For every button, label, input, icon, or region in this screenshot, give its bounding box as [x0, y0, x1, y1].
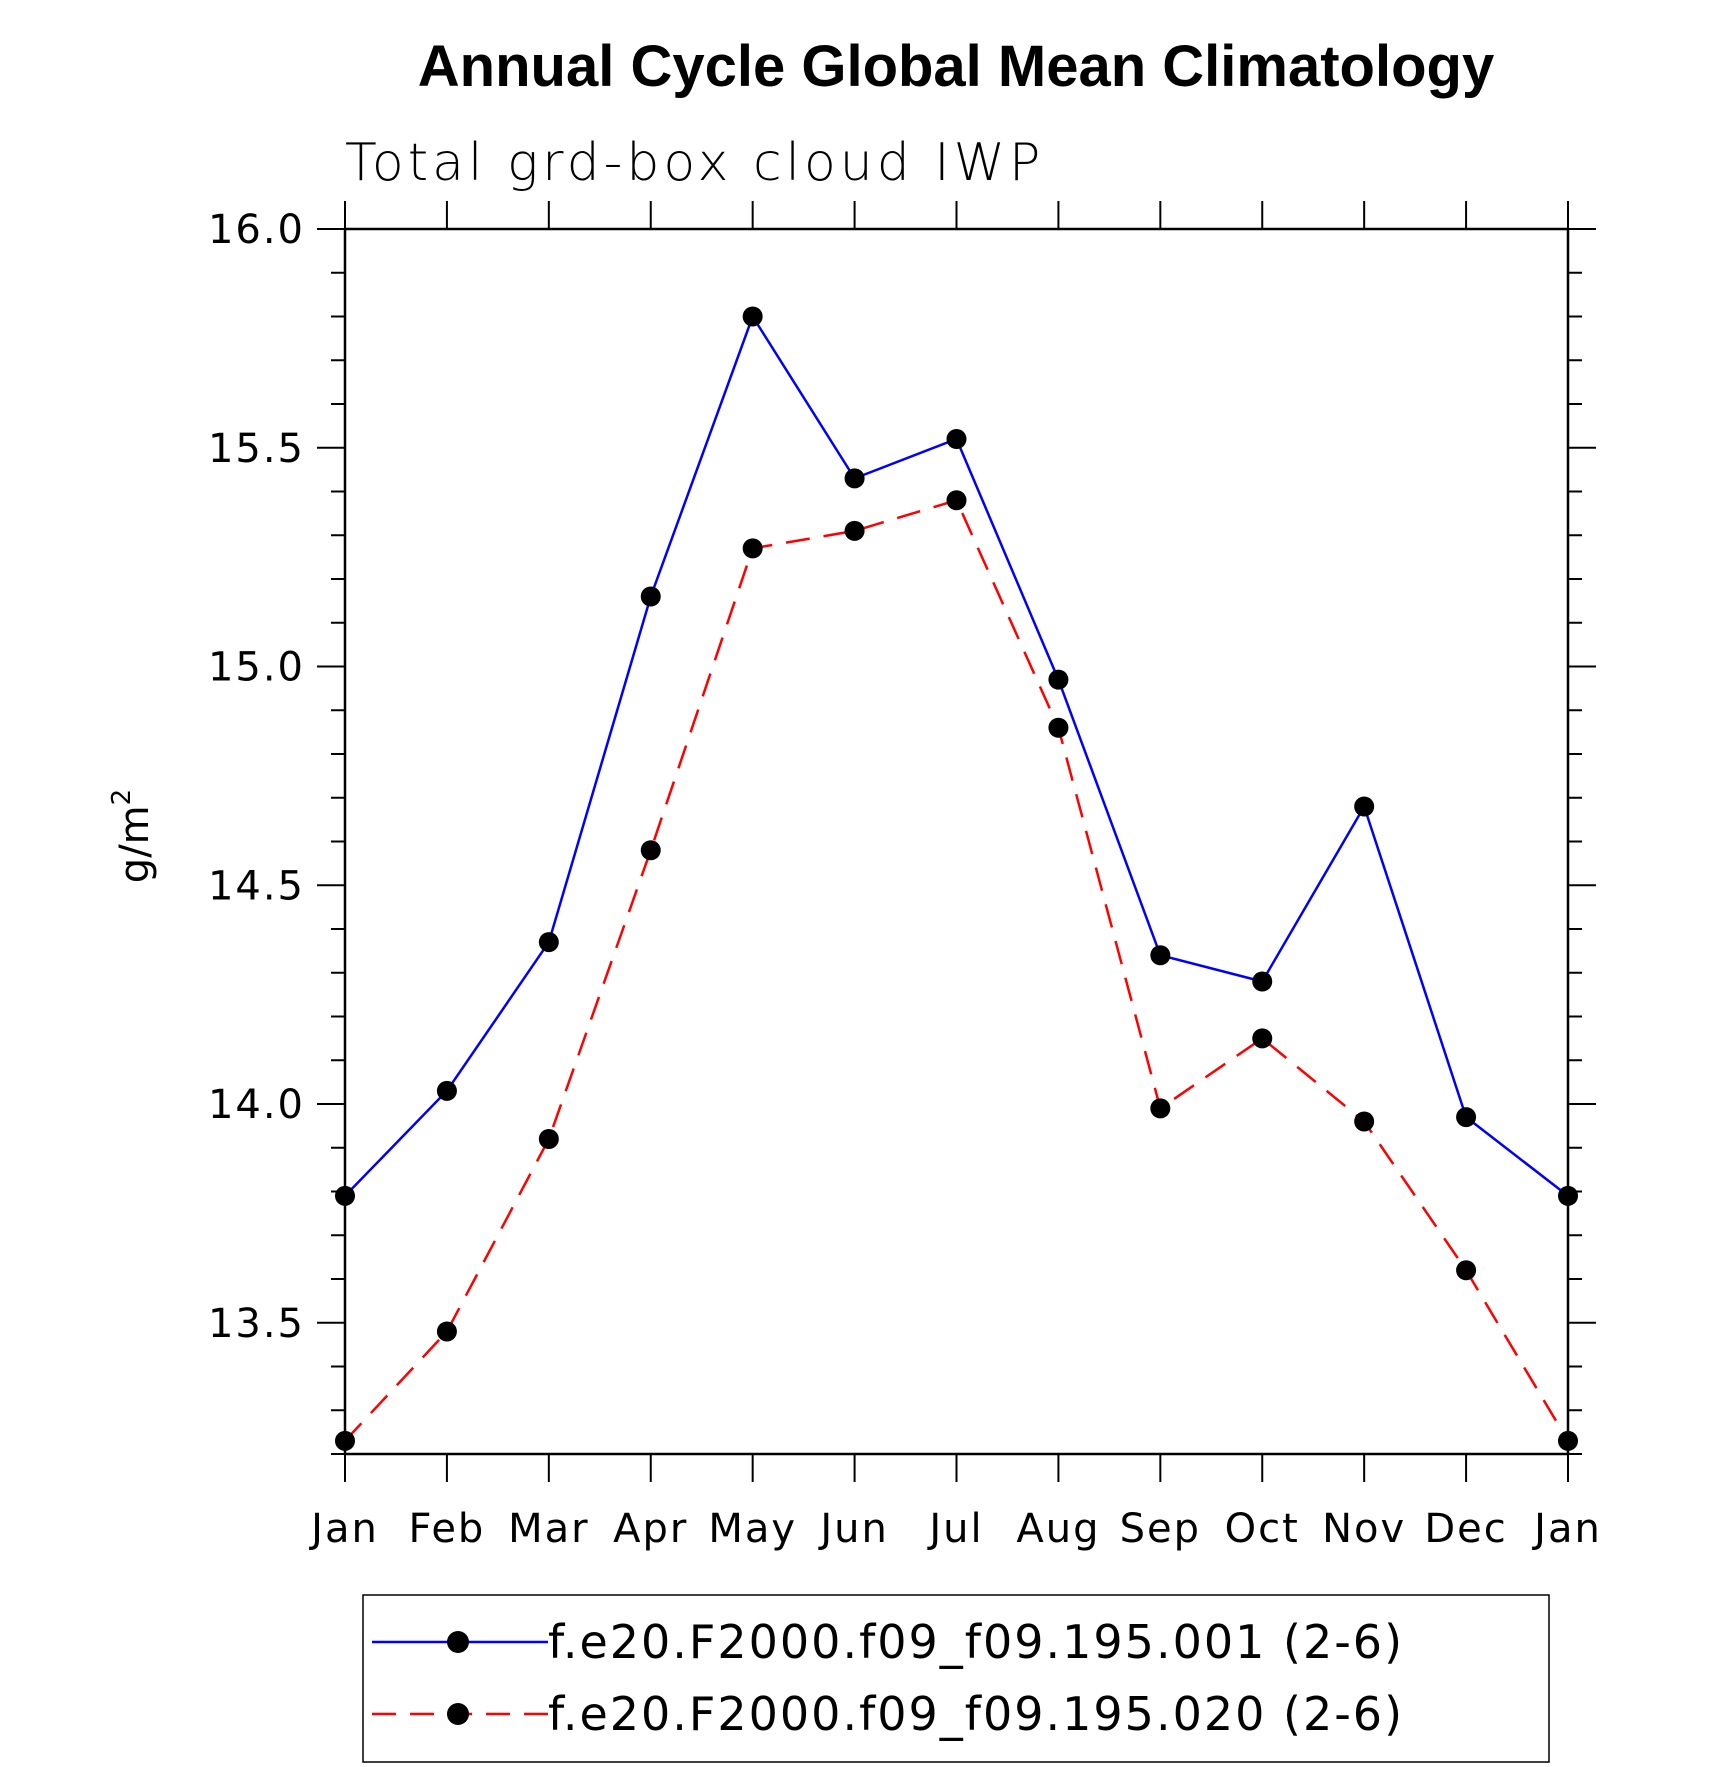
- series-1-point: [538, 932, 559, 953]
- chart-title: Annual Cycle Global Mean Climatology: [418, 34, 1494, 99]
- svg-text:g/m2: g/m2: [107, 789, 158, 883]
- series-2-point: [1354, 1111, 1375, 1132]
- series-1-point: [946, 429, 967, 449]
- x-tick-label: May: [708, 1506, 797, 1552]
- series-layer: [335, 306, 1578, 1451]
- x-tick-label: Nov: [1322, 1506, 1406, 1552]
- series-2-point: [1048, 717, 1069, 738]
- series-1-point: [742, 306, 763, 327]
- series-2-point: [436, 1321, 457, 1342]
- series-2-point: [946, 490, 967, 511]
- series-1-point: [1354, 796, 1375, 817]
- series-2-point: [1558, 1430, 1578, 1451]
- series-1-point: [1558, 1185, 1578, 1206]
- x-tick-label: Dec: [1424, 1506, 1507, 1552]
- x-tick-label: Jul: [926, 1506, 983, 1552]
- chart-subtitle: Total grd-box cloud IWP: [345, 133, 1044, 193]
- y-axis-label-superscript: 2: [107, 789, 137, 806]
- x-tick-label: Aug: [1016, 1506, 1100, 1552]
- legend: f.e20.F2000.f09_f09.195.001 (2-6) f.e20.…: [362, 1594, 1550, 1763]
- series-1-point: [1048, 669, 1069, 690]
- y-tick-label: 15.5: [208, 426, 305, 472]
- y-axis-label: g/m2: [107, 789, 158, 883]
- series-1-point: [1150, 945, 1171, 966]
- x-tick-label: Jan: [1531, 1506, 1602, 1552]
- x-tick-label: Jan: [308, 1506, 379, 1552]
- series-1-point: [844, 468, 865, 489]
- series-2-point: [1252, 1028, 1273, 1049]
- legend-box: [362, 1594, 1550, 1763]
- y-axis-label-text: g/m: [112, 805, 158, 883]
- plot-axes: 13.5 14.0 14.5 15.0 15.5 16.0 Jan Feb Mar Apr May J…: [208, 201, 1602, 1552]
- y-tick-label: 16.0: [208, 207, 305, 253]
- series-2-point: [742, 538, 763, 559]
- series-2-point: [640, 840, 661, 861]
- series-1-point: [1252, 971, 1273, 992]
- x-tick-label: Feb: [409, 1506, 486, 1552]
- x-tick-label: Jun: [817, 1506, 889, 1552]
- series-2-point: [538, 1129, 559, 1149]
- series-2-point: [844, 520, 865, 541]
- plot-frame: [343, 227, 1570, 1456]
- series-2-point: [1150, 1098, 1171, 1119]
- legend-marker-series-1: [447, 1631, 469, 1653]
- series-1-point: [436, 1080, 457, 1101]
- series-1-point: [335, 1185, 355, 1206]
- y-tick-label: 13.5: [208, 1301, 305, 1347]
- series-1-point: [640, 586, 661, 607]
- series-1-point: [1456, 1107, 1477, 1128]
- series-2-point: [335, 1430, 355, 1451]
- legend-label-series-2: f.e20.F2000.f09_f09.195.020 (2-6): [548, 1687, 1404, 1741]
- x-tick-label: Apr: [613, 1506, 688, 1552]
- legend-marker-series-2: [447, 1703, 469, 1725]
- x-tick-label: Mar: [508, 1506, 589, 1552]
- y-tick-label: 15.0: [208, 645, 305, 691]
- series-2-point: [1456, 1260, 1477, 1281]
- y-tick-label: 14.5: [208, 863, 305, 909]
- x-tick-label: Oct: [1225, 1506, 1300, 1552]
- legend-label-series-1: f.e20.F2000.f09_f09.195.001 (2-6): [548, 1615, 1404, 1669]
- y-tick-label: 14.0: [208, 1082, 305, 1128]
- x-tick-label: Sep: [1120, 1506, 1201, 1552]
